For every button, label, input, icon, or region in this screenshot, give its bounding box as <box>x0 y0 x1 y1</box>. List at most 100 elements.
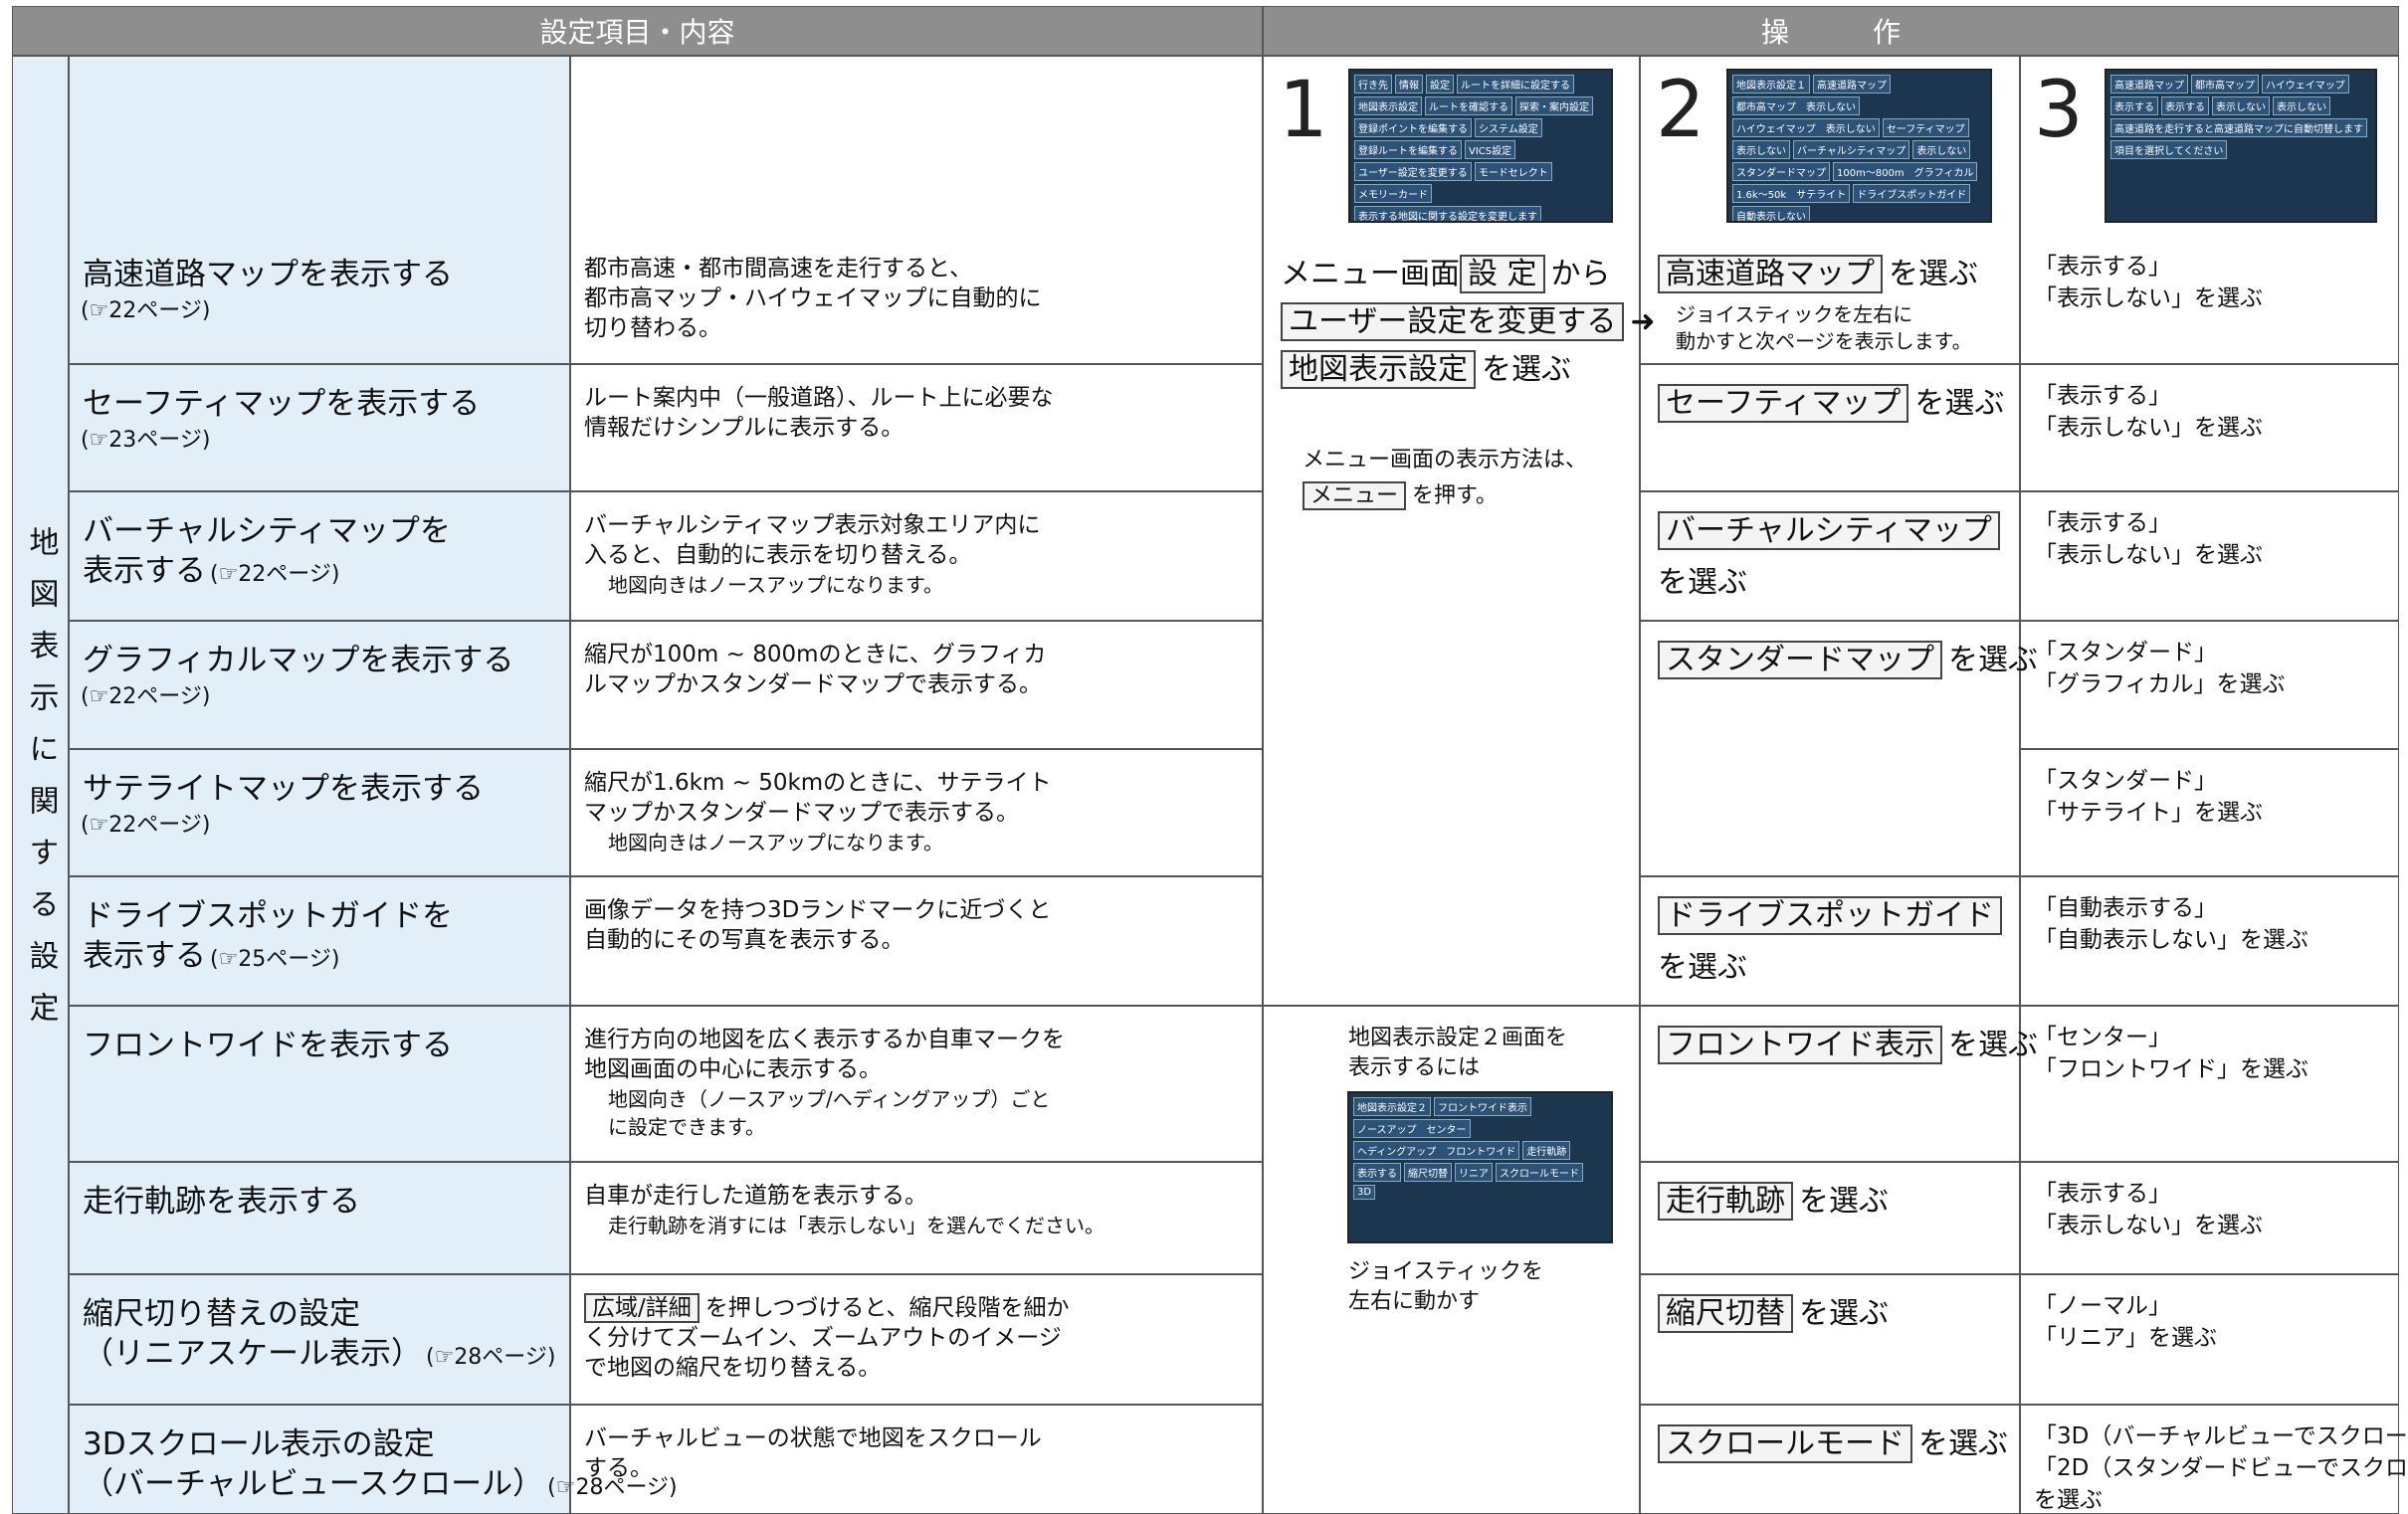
op2-note: ジョイスティックを左右に <box>1676 302 1913 326</box>
screen-label: 地図表示設定１ <box>1732 75 1810 94</box>
button-label: スタンダードマップ <box>1658 641 1942 679</box>
step1-text: ジョイスティックを <box>1348 1259 1544 1284</box>
button-label: メニュー <box>1303 481 1407 510</box>
page-ref: (☞23ページ) <box>81 428 211 453</box>
text-line: ユーザー設定を変更する ➜ <box>1281 296 1656 341</box>
desc-cell <box>570 56 1263 364</box>
text: を選ぶ <box>1948 643 2038 677</box>
text-line: 地図画面の中心に表示する。 <box>584 1049 882 1083</box>
screen-label: 表示する <box>2110 96 2158 115</box>
screen-label: フロントワイド表示 <box>1434 1097 1531 1116</box>
item-cell <box>69 56 570 364</box>
text: 情報だけシンプルに表示する。 <box>584 415 904 441</box>
item-title: 走行軌跡を表示する <box>83 1184 360 1220</box>
button-label: 縮尺切替 <box>1658 1294 1793 1333</box>
op3-text: 「2D（スタンダードビューでスクロール）」 <box>2034 1455 2408 1481</box>
screen-label: ドライブスポットガイド <box>1853 184 1971 203</box>
item-title: 高速道路マップを表示する <box>83 257 453 292</box>
screen-label: 項目を選択してください <box>2110 140 2228 159</box>
screen-label: モードセレクト <box>1474 162 1552 181</box>
page-ref: (☞22ページ) <box>210 562 340 587</box>
text-line: メニュー を押す。 <box>1303 477 1498 510</box>
screen-label: ノースアップ センター <box>1353 1119 1471 1138</box>
text-line: 自動的にその写真を表示する。 <box>584 920 904 954</box>
screen-label: 表示しない <box>2273 96 2330 115</box>
text: ルマップかスタンダードマップで表示する。 <box>584 671 1042 697</box>
screen-label: 走行軌跡 <box>1522 1141 1571 1160</box>
text: ルート案内中（一般道路）、ルート上に必要な <box>584 385 1054 411</box>
item-cell <box>69 876 570 1006</box>
text: を選ぶ <box>1948 1028 2038 1062</box>
text: ➜ <box>1630 304 1656 339</box>
text-line: フロントワイド表示 を選ぶ <box>1658 1020 2038 1064</box>
page-ref: (☞28ページ) <box>547 1475 678 1500</box>
button-label: ドライブスポットガイド <box>1658 896 2002 935</box>
text: 自車が走行した道筋を表示する。 <box>584 1183 927 1209</box>
button-label: ユーザー設定を変更する <box>1281 302 1625 341</box>
screen-label: 表示する <box>2161 96 2209 115</box>
screen-label: 地図表示設定 <box>1354 96 1422 115</box>
text: 都市高マップ・ハイウェイマップに自動的に <box>584 285 1042 311</box>
screen-label: 高速道路を走行すると高速道路マップに自動切替します <box>2110 118 2367 137</box>
text-line: バーチャルビューの状態で地図をスクロール <box>584 1419 1042 1452</box>
op3-text: 「表示する」 <box>2034 383 2171 409</box>
desc-cell <box>570 364 1263 491</box>
text-line: で地図の縮尺を切り替える。 <box>584 1348 881 1382</box>
text: メニュー画面の表示方法は、 <box>1303 448 1588 473</box>
page-ref: (☞22ページ) <box>81 298 211 323</box>
text: を選ぶ <box>1658 565 1747 600</box>
screen-label: 1.6k〜50k サテライト <box>1732 184 1851 203</box>
item-title: 表示する (☞22ページ) <box>83 553 340 589</box>
screen-label: 縮尺切替 <box>1404 1163 1452 1182</box>
text: バーチャルビューの状態で地図をスクロール <box>584 1425 1042 1451</box>
text: 都市高速・都市間高速を走行すると、 <box>584 256 973 282</box>
screen-label: 表示しない <box>1912 140 1971 159</box>
text-line: を選ぶ <box>1658 942 1747 986</box>
text-line: 情報だけシンプルに表示する。 <box>584 408 903 442</box>
text-line: セーフティマップ を選ぶ <box>1658 378 2005 423</box>
op3-text: 「グラフィカル」を選ぶ <box>2034 671 2286 697</box>
text: 画像データを持つ3Dランドマークに近づくと <box>584 897 1052 923</box>
op3-text: 「表示する」 <box>2034 1181 2171 1207</box>
text-line: く分けてズームイン、ズームアウトのイメージ <box>584 1318 1062 1352</box>
text-line: スクロールモード を選ぶ <box>1658 1419 2008 1463</box>
op2-cell <box>1640 876 2020 1006</box>
screen-label: 表示する <box>1353 1163 1401 1182</box>
op3-text: を選ぶ <box>2034 1487 2103 1513</box>
text-line: 入ると、自動的に表示を切り替える。 <box>584 535 971 569</box>
screen-label: 登録ポイントを編集する <box>1354 118 1472 137</box>
text: を選ぶ <box>1914 386 2005 421</box>
category-cell: 地図表示に関する設定 <box>12 56 69 1514</box>
text-line: 都市高マップ・ハイウェイマップに自動的に <box>584 279 1042 312</box>
op2-cell <box>1640 491 2020 621</box>
step1-cell <box>1263 56 1640 1006</box>
op3-text: 「表示しない」を選ぶ <box>2034 415 2263 441</box>
text-line: ルート案内中（一般道路）、ルート上に必要な <box>584 378 1054 412</box>
page-ref: (☞22ページ) <box>81 813 211 838</box>
text: を選ぶ <box>1799 1184 1889 1219</box>
screen-label: ハイウェイマップ <box>2262 75 2349 94</box>
screen-image: 地図表示設定２ フロントワイド表示 ノースアップ センター ヘディングアップ フロント… <box>1347 1091 1613 1243</box>
text: を選ぶ <box>1918 1426 2008 1461</box>
screen-label: メモリーカード <box>1354 184 1432 203</box>
button-label: 地図表示設定 <box>1281 350 1476 389</box>
screen-label: スタンダードマップ <box>1732 162 1830 181</box>
page-ref: (☞22ページ) <box>81 684 211 709</box>
op3-cell <box>2020 491 2399 621</box>
text: を押す。 <box>1412 483 1498 508</box>
screen-label: 高速道路マップ <box>2110 75 2188 94</box>
op2-cell <box>1640 621 2020 876</box>
text: マップかスタンダードマップで表示する。 <box>584 800 1019 826</box>
screen-label: ルートを確認する <box>1425 96 1512 115</box>
desc-cell <box>570 491 1263 621</box>
text: 自動的にその写真を表示する。 <box>584 927 904 953</box>
screen-label: 設定 <box>1426 75 1454 94</box>
text-line: 画像データを持つ3Dランドマークに近づくと <box>584 890 1051 924</box>
screen-label: セーフティマップ <box>1882 118 1969 137</box>
desc-note: 走行軌跡を消すには「表示しない」を選んでください。 <box>608 1214 1104 1237</box>
op2-cell <box>1640 56 2020 364</box>
text: で地図の縮尺を切り替える。 <box>584 1355 882 1381</box>
text-line: バーチャルシティマップ <box>1658 505 2006 550</box>
op3-text: 「センター」 <box>2034 1025 2171 1050</box>
text: を選ぶ <box>1482 352 1571 387</box>
